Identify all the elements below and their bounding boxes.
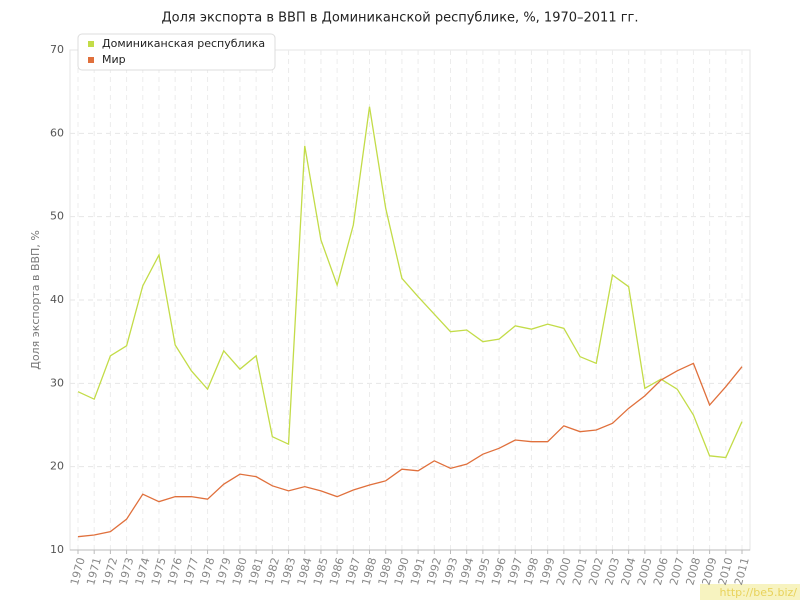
y-tick-label: 40: [50, 293, 64, 306]
y-tick-label: 10: [50, 543, 64, 556]
legend-label: Доминиканская республика: [102, 37, 265, 50]
y-axis-label: Доля экспорта в ВВП, %: [29, 230, 42, 370]
legend-swatch: [88, 57, 94, 63]
chart-title: Доля экспорта в ВВП в Доминиканской респ…: [161, 11, 638, 26]
legend: Доминиканская республика Мир: [77, 33, 276, 71]
y-tick-label: 30: [50, 376, 64, 389]
plot-area: [69, 49, 751, 551]
watermark: http://be5.biz/: [720, 586, 798, 599]
y-tick-label: 70: [50, 43, 64, 56]
y-tick-label: 50: [50, 210, 64, 223]
legend-label: Мир: [102, 53, 126, 66]
y-tick-label: 20: [50, 460, 64, 473]
watermark-box: [700, 584, 800, 600]
legend-box: [77, 33, 276, 71]
series-line: [77, 362, 743, 538]
legend-swatch: [88, 41, 94, 47]
y-tick-label: 60: [50, 126, 64, 139]
series-line: [77, 106, 743, 459]
